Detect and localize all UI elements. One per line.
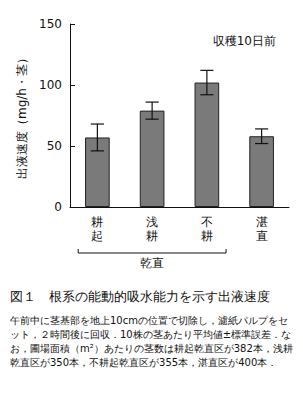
html-text:午前中に茎基部を地上10cmの位置で切除し，濾紙パルプをセッ: 午前中に茎基部を地上10cmの位置で切除し，濾紙パルプをセット，２時間後に回収．…: [10, 314, 293, 368]
svg-text:100: 100: [39, 78, 62, 92]
svg-text:起: 起: [91, 229, 103, 243]
svg-text:浅: 浅: [146, 215, 158, 229]
svg-text:湛: 湛: [256, 215, 268, 229]
svg-text:150: 150: [39, 17, 62, 31]
svg-text:耕: 耕: [146, 229, 158, 243]
svg-text:収穫10日前: 収穫10日前: [213, 34, 276, 48]
svg-text:耕: 耕: [91, 215, 103, 229]
svg-text:50: 50: [47, 139, 62, 153]
svg-text:0: 0: [54, 200, 62, 214]
svg-text:耕: 耕: [201, 229, 213, 243]
svg-text:直: 直: [256, 229, 268, 243]
html-text:図１ 根系の能動的吸水能力を示す出液速度: 図１ 根系の能動的吸水能力を示す出液速度: [10, 289, 270, 304]
svg-text:不: 不: [201, 215, 213, 229]
svg-text:乾直: 乾直: [140, 256, 164, 270]
svg-text:出液速度（mg/h・茎）: 出液速度（mg/h・茎）: [15, 52, 29, 179]
